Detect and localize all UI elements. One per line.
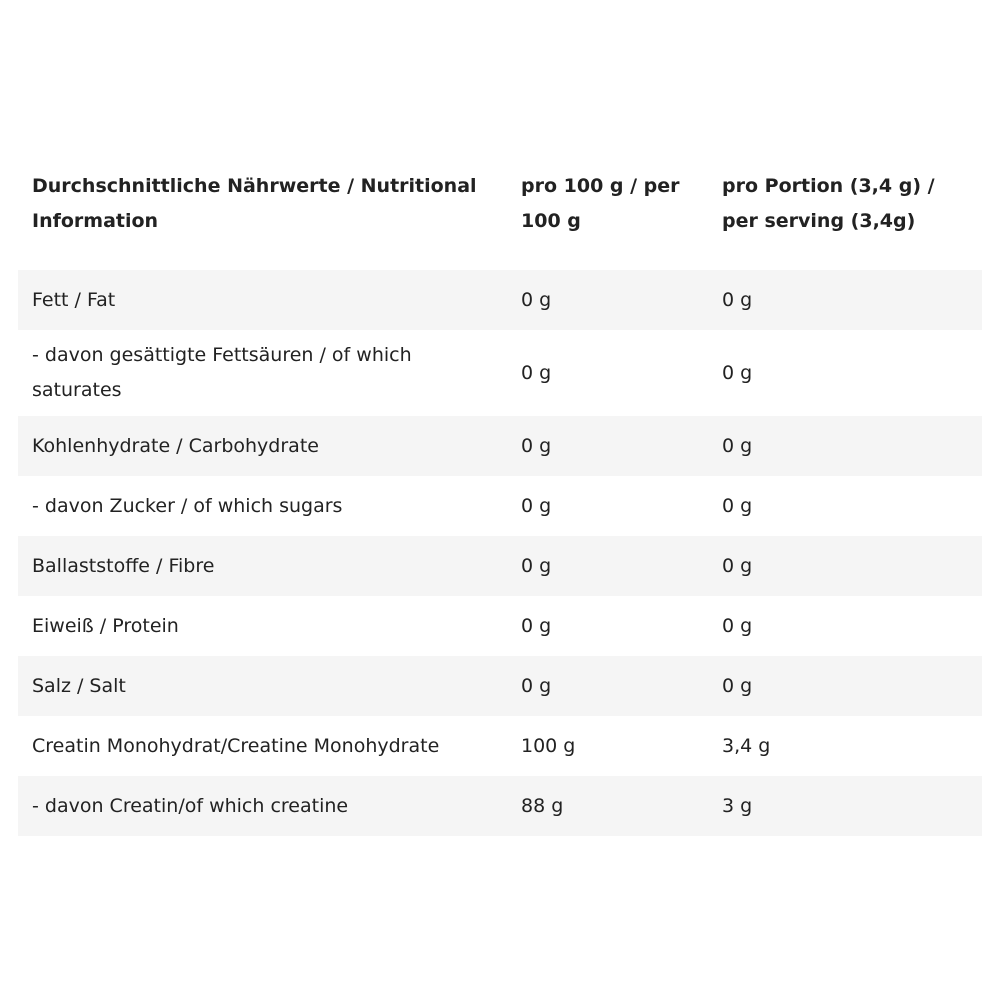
table-cell: 0 g [708,270,982,330]
table-cell: 0 g [521,361,552,384]
table-cell: Fett / Fat [18,270,507,330]
table-cell: 0 g [722,494,753,517]
table-cell: - davon Creatin/of which creatine [18,776,507,836]
table-cell: - davon gesättigte Fettsäuren / of which… [32,344,412,401]
table-cell: Salz / Salt [18,656,507,716]
table-row: - davon gesättigte Fettsäuren / of which… [18,330,982,416]
header-cell: pro 100 g / per 100 g [521,175,680,232]
table-cell: Kohlenhydrate / Carbohydrate [18,416,507,476]
table-cell: 0 g [521,614,552,637]
table-cell: - davon Zucker / of which sugars [32,494,343,517]
table-row: Creatin Monohydrat/Creatine Monohydrate 1… [18,716,982,776]
table-cell: 0 g [722,614,753,637]
table-cell: 88 g [507,776,708,836]
table-cell: Creatin Monohydrat/Creatine Monohydrate [32,734,440,757]
header-row: Durchschnittliche Nährwerte / Nutritiona… [18,146,982,270]
table-cell: 0 g [521,494,552,517]
table-row: Eiweiß / Protein 0 g 0 g [18,596,982,656]
table-cell: 0 g [507,656,708,716]
table-cell: 0 g [507,270,708,330]
table-cell: 0 g [722,361,753,384]
table-cell: Eiweiß / Protein [32,614,179,637]
table-cell: 3 g [708,776,982,836]
table-cell: 0 g [708,416,982,476]
header-cell: pro Portion (3,4 g) / per serving (3,4g) [722,175,935,232]
nutrition-table: Durchschnittliche Nährwerte / Nutritiona… [18,146,982,836]
table-cell: 0 g [708,536,982,596]
table-row: - davon Zucker / of which sugars 0 g 0 g [18,476,982,536]
table-cell: 3,4 g [722,734,771,757]
table-cell: 0 g [507,416,708,476]
header-cell: Durchschnittliche Nährwerte / Nutritiona… [32,175,477,232]
table-cell: 100 g [521,734,576,757]
table-cell: 0 g [708,656,982,716]
table-cell: 0 g [507,536,708,596]
table-cell: Ballaststoffe / Fibre [18,536,507,596]
